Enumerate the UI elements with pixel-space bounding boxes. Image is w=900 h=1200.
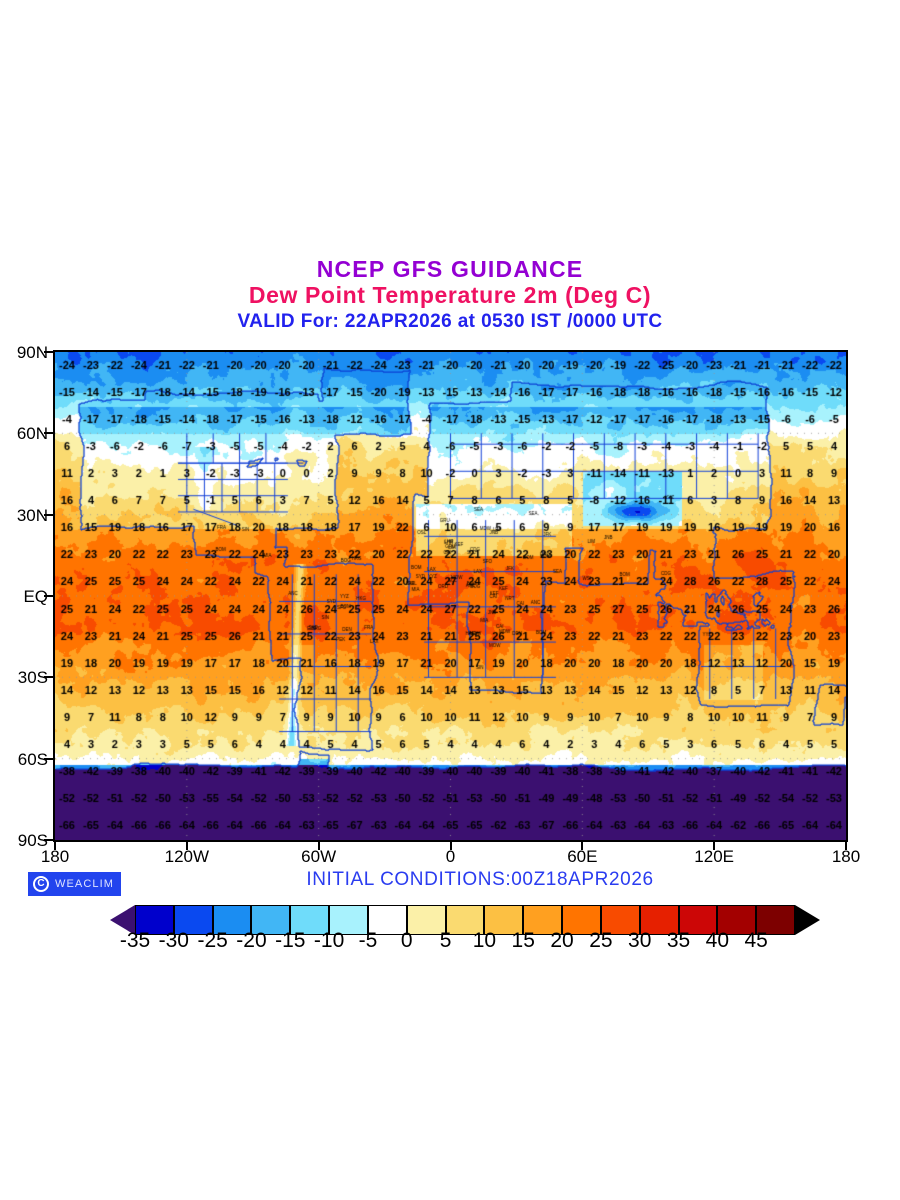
lon-tick-mark (54, 842, 56, 850)
title-line-valid: VALID For: 22APR2026 at 0530 IST /0000 U… (237, 311, 663, 332)
lat-tick-label: 90S (17, 831, 48, 850)
dewpoint-heatmap-canvas (55, 352, 846, 840)
colorbar-tick-label: -5 (358, 929, 378, 952)
lat-tick-label: EQ (23, 587, 48, 606)
colorbar-tick-label: 45 (744, 929, 768, 952)
colorbar-tick-label: 10 (472, 929, 497, 952)
lon-tick-label: 180 (831, 847, 861, 866)
colorbar-swatch (290, 905, 330, 935)
lat-tick-mark (44, 757, 53, 760)
colorbar-swatch (251, 905, 291, 935)
colorbar-over-arrow (795, 905, 820, 935)
title-line-model: NCEP GFS GUIDANCE (316, 256, 584, 282)
lat-tick-mark (44, 351, 53, 353)
lon-tick-mark (185, 842, 188, 850)
lon-tick-mark (713, 842, 716, 850)
lon-tick-label: 120E (694, 847, 735, 866)
chart-title-block: NCEP GFS GUIDANCE Dew Point Temperature … (0, 256, 900, 335)
lon-tick-label: 60W (301, 847, 337, 866)
colorbar-swatch (756, 905, 795, 935)
colorbar-tick-label: -35 (119, 929, 151, 952)
title-line-variable: Dew Point Temperature 2m (Deg C) (248, 282, 652, 308)
colorbar-tick-label: 20 (550, 929, 574, 952)
lat-tick-label: 90N (16, 343, 48, 362)
colorbar-tick-label: -15 (275, 929, 306, 952)
colorbar-swatch (639, 905, 679, 935)
colorbar-swatch (445, 905, 485, 935)
colorbar-swatch (367, 905, 407, 935)
colorbar-tick-label: 5 (439, 929, 452, 952)
lon-tick-label: 0 (445, 847, 456, 866)
lon-tick-mark (581, 842, 584, 850)
colorbar-tick-label: 40 (705, 929, 730, 952)
colorbar-swatch (329, 905, 368, 935)
lon-tick-label: 60E (567, 847, 598, 866)
colorbar-tick-label: -20 (236, 929, 267, 952)
lon-tick-label: 180 (40, 847, 70, 866)
colorbar-swatch (717, 905, 757, 935)
colorbar-swatch (562, 905, 601, 935)
map-container: 90N 60N 30N EQ 30S 60S 90S 180 120W 60W 0 60E 120E 1… (17, 343, 860, 866)
colorbar (110, 905, 820, 935)
initial-conditions-label: INITIAL CONDITIONS:00Z18APR2026 (306, 869, 654, 890)
colorbar-swatch (173, 905, 213, 935)
copyright-icon: C (33, 876, 49, 892)
colorbar-swatch (523, 905, 563, 935)
lat-tick-mark (44, 432, 53, 435)
lat-tick-label: 60N (16, 424, 48, 444)
colorbar-swatch (678, 905, 718, 935)
weaclim-logo: C WEACLIM (28, 872, 121, 896)
colorbar-swatch (212, 905, 252, 935)
lon-tick-label: 120W (164, 847, 210, 866)
colorbar-under-arrow (110, 905, 135, 935)
logo-label: WEACLIM (55, 878, 115, 890)
colorbar-tick-label: 15 (511, 929, 535, 952)
colorbar-tick-label: 30 (628, 929, 652, 952)
lon-tick-mark (317, 842, 320, 850)
lat-tick-mark (44, 839, 53, 841)
lat-tick-mark (44, 595, 53, 597)
lat-tick-mark (44, 676, 53, 679)
colorbar-tick-label: -25 (197, 929, 228, 952)
colorbar-swatch (600, 905, 640, 935)
lat-tick-label: 30N (16, 505, 48, 525)
colorbar-swatch (135, 905, 174, 935)
lat-tick-mark (44, 513, 53, 516)
colorbar-tick-label: 35 (666, 929, 691, 952)
colorbar-labels: -35 -30 -25 -20 -15 -10 -5 0 5 10 15 20 25 30 35 40 45 (110, 929, 820, 960)
colorbar-swatch (406, 905, 446, 935)
lat-tick-label: 60S (17, 749, 48, 769)
lon-tick-mark (845, 842, 847, 850)
map-frame (53, 350, 848, 842)
colorbar-tick-label: -30 (158, 929, 189, 952)
lon-tick-mark (449, 842, 452, 850)
colorbar-tick-label: 25 (589, 929, 613, 952)
colorbar-tick-label: 0 (400, 929, 413, 952)
colorbar-swatch (484, 905, 524, 935)
colorbar-tick-label: -10 (313, 929, 345, 952)
lat-tick-label: 30S (17, 668, 48, 688)
